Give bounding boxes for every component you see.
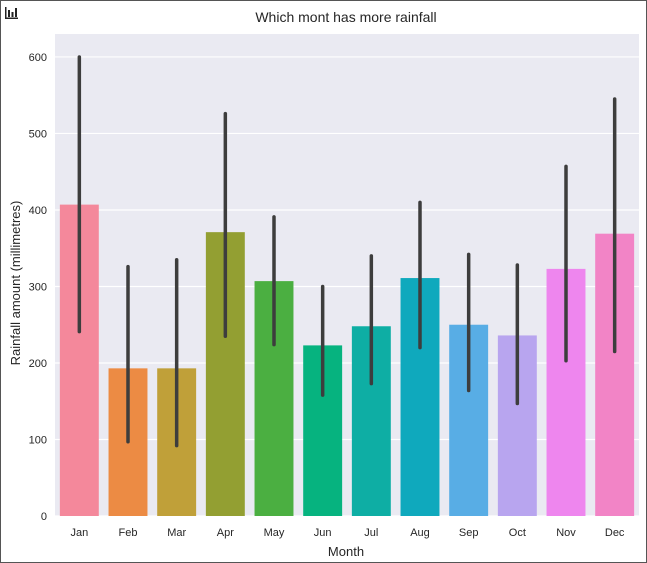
x-axis-label: Month (328, 544, 364, 559)
y-tick-label: 100 (29, 434, 47, 446)
gridlines (55, 56, 639, 517)
x-tick-label: Nov (556, 527, 576, 539)
y-tick-label: 200 (29, 358, 47, 370)
x-tick-label: Jun (314, 527, 332, 539)
chart-title: Which mont has more rainfall (255, 9, 436, 25)
y-axis-label: Rainfall amount (millimetres) (8, 201, 23, 366)
x-tick-label: Jan (70, 527, 88, 539)
plot-area (55, 34, 639, 516)
bar-chart-icon[interactable] (5, 6, 18, 24)
x-tick-labels: Jan Feb Mar Apr May Jun Jul Aug Sep Oct Nov Dec (70, 527, 624, 539)
x-tick-label: Apr (217, 527, 234, 539)
y-tick-label: 0 (41, 511, 47, 523)
x-tick-label: Dec (605, 527, 625, 539)
x-tick-label: Sep (459, 527, 479, 539)
y-tick-label: 600 (29, 52, 47, 64)
y-tick-labels: 0 100 200 300 400 500 600 (29, 52, 47, 523)
error-bars (77, 55, 617, 448)
x-tick-label: Mar (167, 527, 186, 539)
y-tick-label: 500 (29, 128, 47, 140)
y-tick-label: 300 (29, 281, 47, 293)
y-tick-label: 400 (29, 205, 47, 217)
x-tick-label: Aug (410, 527, 430, 539)
x-tick-label: May (264, 527, 285, 539)
x-tick-label: Feb (119, 527, 138, 539)
x-tick-label: Jul (364, 527, 378, 539)
x-tick-label: Oct (509, 527, 526, 539)
bars (59, 204, 635, 516)
